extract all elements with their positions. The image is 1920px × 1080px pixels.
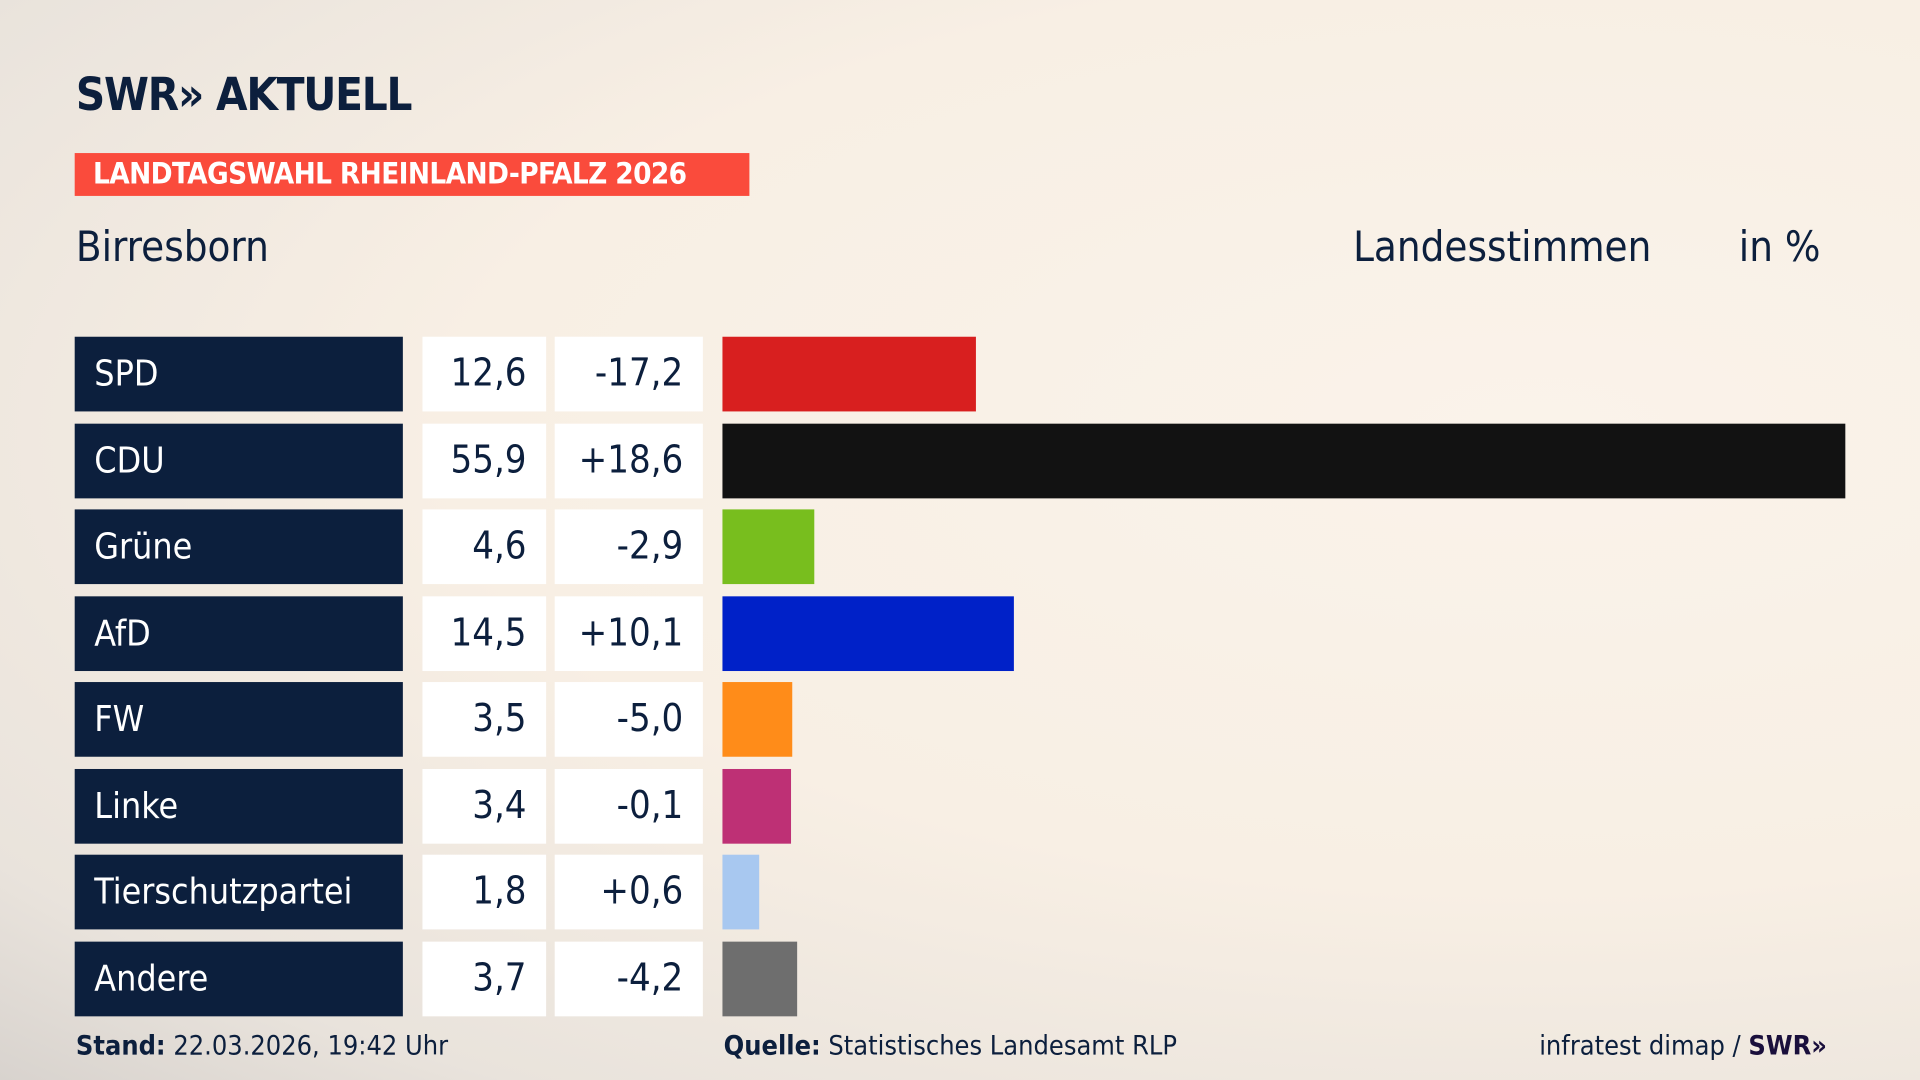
source-label: Quelle: <box>723 1031 821 1062</box>
swr-logo: SWR» <box>1748 1031 1827 1062</box>
party-name: CDU <box>74 423 403 498</box>
election-banner: LANDTAGSWAHL RHEINLAND-PFALZ 2026 <box>74 153 750 196</box>
party-name: FW <box>74 682 403 757</box>
vote-change: +18,6 <box>554 423 703 498</box>
vote-change: -5,0 <box>554 682 703 757</box>
party-name: Tierschutzpartei <box>74 854 403 930</box>
vote-share: 12,6 <box>422 336 547 412</box>
bar-linke <box>722 768 791 844</box>
swr-aktuell-logo: SWR» AKTUELL <box>75 68 413 122</box>
stand-label: Stand: <box>75 1031 166 1062</box>
bar-tierschutzpartei <box>722 854 759 930</box>
vote-change: -4,2 <box>554 941 703 1016</box>
party-name: AfD <box>74 595 403 671</box>
bar-cdu <box>722 423 1846 498</box>
party-name: SPD <box>74 336 403 412</box>
vote-change: -2,9 <box>554 509 703 585</box>
vote-change: -17,2 <box>554 336 703 412</box>
metric-label: Landesstimmen <box>1353 222 1652 272</box>
bar-afd <box>722 595 1014 671</box>
vote-share: 14,5 <box>422 595 547 671</box>
vote-share: 4,6 <box>422 509 547 585</box>
bar-grüne <box>722 509 815 585</box>
vote-share: 3,7 <box>422 941 547 1016</box>
vote-share: 3,5 <box>422 682 547 757</box>
source: Quelle: Statistisches Landesamt RLP <box>724 1031 1177 1062</box>
region-title: Birresborn <box>75 222 269 272</box>
source-value: Statistisches Landesamt RLP <box>820 1031 1178 1062</box>
credit: infratest dimap / SWR» <box>1539 1031 1827 1062</box>
unit-label: in % <box>1738 222 1821 272</box>
party-name: Grüne <box>74 509 403 585</box>
bar-spd <box>722 336 976 412</box>
bar-fw <box>722 682 793 757</box>
party-name: Linke <box>74 768 403 844</box>
vote-share: 3,4 <box>422 768 547 844</box>
vote-change: +0,6 <box>554 854 703 930</box>
vote-share: 1,8 <box>422 854 547 930</box>
vote-change: +10,1 <box>554 595 703 671</box>
stand-value: 22.03.2026, 19:42 Uhr <box>165 1031 449 1062</box>
vote-change: -0,1 <box>554 768 703 844</box>
vote-share: 55,9 <box>422 423 547 498</box>
timestamp: Stand: 22.03.2026, 19:42 Uhr <box>76 1031 448 1062</box>
credit-text: infratest dimap / <box>1539 1031 1749 1062</box>
bar-andere <box>722 941 797 1016</box>
party-name: Andere <box>74 941 403 1016</box>
